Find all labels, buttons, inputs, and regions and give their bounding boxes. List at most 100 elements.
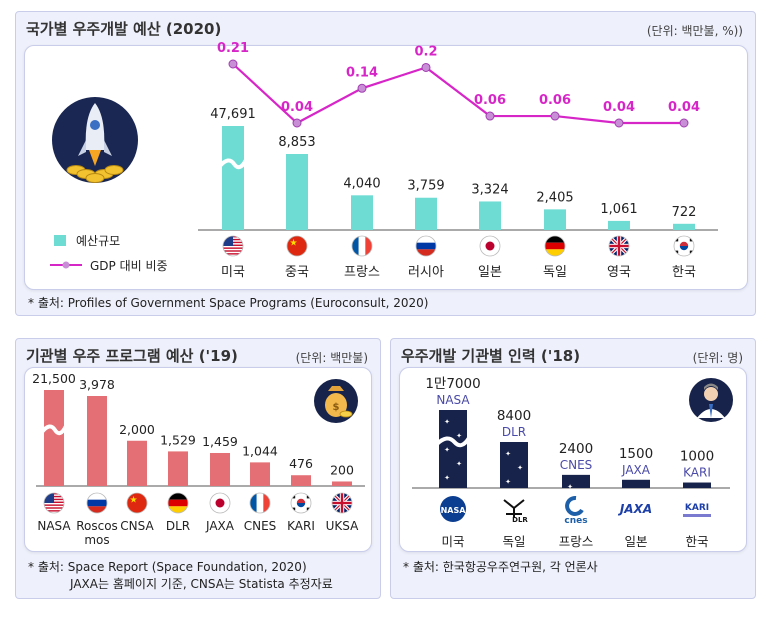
bar-1 [87,396,107,486]
agency-label: DLR [502,425,526,439]
flag-fr-icon [249,492,271,514]
flag-de-icon [167,492,189,514]
flag-jp-icon [479,235,501,257]
svg-text:★: ★ [129,496,137,506]
bar-value-label: 3,324 [471,182,508,197]
category-label: 미국 [221,265,245,280]
flag-uk-icon [331,492,353,514]
gdp-point [679,118,689,128]
agency-label: KARI [683,466,711,480]
category-label: 미국 [441,534,464,549]
source-note: * 출처: 한국항공우주연구원, 각 언론사 [403,560,598,574]
agency-staff-chart: ✦✦✦✦✦1만7000NASA미국✦✦✦8400DLR독일✦2400CNES프랑… [412,376,733,549]
gdp-point [357,83,367,93]
category-label: 중국 [285,265,309,280]
bar-value-label: 3,759 [407,179,444,194]
bar-value-label: 2400 [559,441,593,457]
bar-value-label: 8,853 [278,135,315,150]
sparkle: ✦ [505,450,511,458]
flag-us-icon [222,235,244,257]
flag-de-icon [544,235,566,257]
gdp-value-label: 0.04 [281,100,313,115]
bar-value-label: 200 [330,462,354,477]
legend-label-line: GDP 대비 비중 [90,259,168,273]
bar-value-label: 722 [672,205,697,220]
unit-label: (단위: 백만불, %)) [646,24,743,38]
axis-break [435,436,471,448]
dlr-logo-icon: DLR [503,499,528,524]
bar-value-label: 1500 [619,446,653,462]
flag-kr-icon [673,235,695,257]
bar-0 [439,410,467,488]
agency-label: JAXA [621,463,651,477]
chart-card [24,367,372,552]
money-bag-icon: $ [314,379,358,423]
bar-2 [562,474,590,488]
bar-3 [415,197,437,230]
svg-text:KARI: KARI [685,503,709,513]
svg-text:DLR: DLR [512,516,528,524]
bar-value-label: 1만7000 [425,376,480,392]
bar-0 [222,126,244,230]
gdp-point [292,118,302,128]
bar-value-label: 1000 [680,449,714,465]
bar-value-label: 3,978 [79,377,115,392]
sparkle: ✦ [444,474,450,482]
flag-us-icon [43,492,65,514]
category-label: 프랑스 [559,534,594,549]
gdp-value-label: 0.04 [668,100,700,115]
category-label: JAXA [205,519,235,533]
flag-cn-icon: ★ [126,492,148,514]
category-label: 한국 [685,534,708,549]
bar-3 [622,479,650,488]
panel-title: 기관별 우주 프로그램 예산 ('19) [26,347,238,365]
source-note: * 출처: Space Report (Space Foundation, 20… [28,560,307,574]
flag-kr-icon [290,492,312,514]
country-budget-chart: 예산규모 GDP 대비 비중 47,691 미국 8,853 ★ 중국 4,040 프랑스 3,7… [50,41,718,280]
bar-1 [286,154,308,230]
unit-label: (단위: 명) [692,351,743,365]
bar-3 [168,451,188,486]
gdp-value-label: 0.21 [217,41,249,56]
bar-value-label: 8400 [497,408,531,424]
category-label: 독일 [543,265,567,280]
category-label: UKSA [326,519,359,533]
unit-label: (단위: 백만불) [295,351,368,365]
bar-value-label: 1,459 [202,434,238,449]
gdp-point [614,118,624,128]
category-label: 일본 [478,265,502,280]
category-label: Roscos mos [76,519,118,547]
gdp-value-label: 0.04 [603,100,635,115]
source-note: * 출처: Profiles of Government Space Progr… [28,296,429,310]
source-note-2: JAXA는 홈페이지 기준, CNSA는 Statista 추정자료 [70,577,333,591]
category-label: CNSA [120,519,154,533]
sparkle: ✦ [456,460,462,468]
svg-text:JAXA: JAXA [618,502,652,516]
bar-value-label: 2,405 [536,190,573,205]
bar-7 [332,481,352,486]
bar-value-label: 21,500 [32,371,76,386]
legend-label-bar: 예산규모 [76,234,120,248]
flag-jp-icon [209,492,231,514]
sparkle: ✦ [688,491,694,499]
panel-title: 우주개발 기관별 인력 ('18) [401,347,581,365]
gdp-point [550,111,560,121]
legend-swatch-bar [54,235,66,246]
category-label: 독일 [502,534,525,549]
gdp-value-label: 0.06 [539,93,571,108]
flag-cn-icon: ★ [286,235,308,257]
bar-value-label: 2,000 [119,422,155,437]
sparkle: ✦ [627,488,633,496]
bar-value-label: 4,040 [343,176,380,191]
bar-value-label: 1,061 [600,202,637,217]
legend-marker [62,261,70,269]
category-label: 일본 [624,534,647,549]
flag-fr-icon [351,235,373,257]
gdp-value-label: 0.2 [414,44,437,59]
sparkle: ✦ [444,418,450,426]
bar-7 [673,223,695,230]
gdp-line [232,63,684,125]
bar-5 [250,462,270,486]
svg-text:$: $ [333,402,340,413]
sparkle: ✦ [517,464,523,472]
